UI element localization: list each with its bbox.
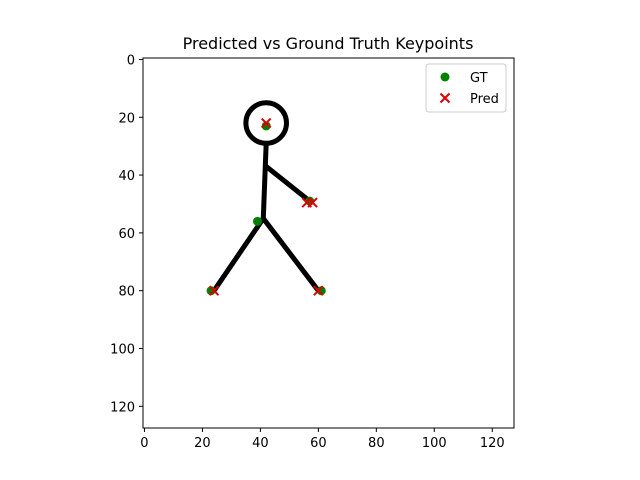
x-tick-label: 60 bbox=[310, 436, 327, 451]
y-tick-label: 80 bbox=[118, 285, 135, 300]
x-tick-label: 0 bbox=[140, 436, 148, 451]
y-tick-label: 20 bbox=[118, 111, 135, 126]
x-tick-label: 40 bbox=[252, 436, 269, 451]
legend-label: Pred bbox=[470, 92, 499, 107]
x-tick-label: 120 bbox=[480, 436, 505, 451]
pred-point-4 bbox=[313, 285, 324, 296]
stick-figure-image bbox=[211, 100, 321, 294]
keypoint-markers bbox=[206, 117, 326, 296]
pred-point-2 bbox=[307, 197, 318, 208]
figure-limb-3 bbox=[260, 215, 321, 294]
figure-limb-1 bbox=[263, 163, 313, 204]
pred-x-stroke bbox=[307, 197, 318, 208]
y-axis-ticks: 0 20 40 60 80 100 120 bbox=[110, 53, 143, 415]
y-tick-label: 120 bbox=[110, 400, 135, 415]
x-tick-label: 20 bbox=[194, 436, 211, 451]
figure-limb-2 bbox=[211, 215, 266, 294]
legend-x-stroke bbox=[439, 92, 451, 104]
legend-marker-pred bbox=[439, 92, 451, 104]
gt-point-3 bbox=[206, 286, 216, 296]
figure-limb-0 bbox=[260, 140, 269, 221]
y-tick-label: 60 bbox=[118, 227, 135, 242]
gt-point-2 bbox=[252, 216, 262, 226]
pred-point-0 bbox=[260, 117, 272, 129]
pred-x-stroke bbox=[313, 285, 324, 296]
x-tick-label: 100 bbox=[422, 436, 447, 451]
legend: GT Pred bbox=[425, 63, 507, 113]
gt-point-0 bbox=[261, 121, 271, 131]
y-tick-label: 100 bbox=[110, 343, 135, 358]
chart-title: Predicted vs Ground Truth Keypoints bbox=[183, 34, 474, 53]
y-tick-label: 40 bbox=[118, 169, 135, 184]
y-tick-label: 0 bbox=[127, 53, 135, 68]
gt-point-4 bbox=[316, 286, 326, 296]
axes-frame bbox=[142, 57, 515, 429]
legend-label: GT bbox=[470, 71, 488, 86]
pred-point-3 bbox=[208, 285, 220, 296]
pred-x-stroke bbox=[208, 285, 220, 296]
legend-marker-gt bbox=[440, 72, 450, 82]
x-axis-ticks: 0 20 40 60 80 100 120 bbox=[140, 428, 505, 451]
pred-x-stroke bbox=[260, 117, 272, 129]
x-tick-label: 80 bbox=[368, 436, 385, 451]
